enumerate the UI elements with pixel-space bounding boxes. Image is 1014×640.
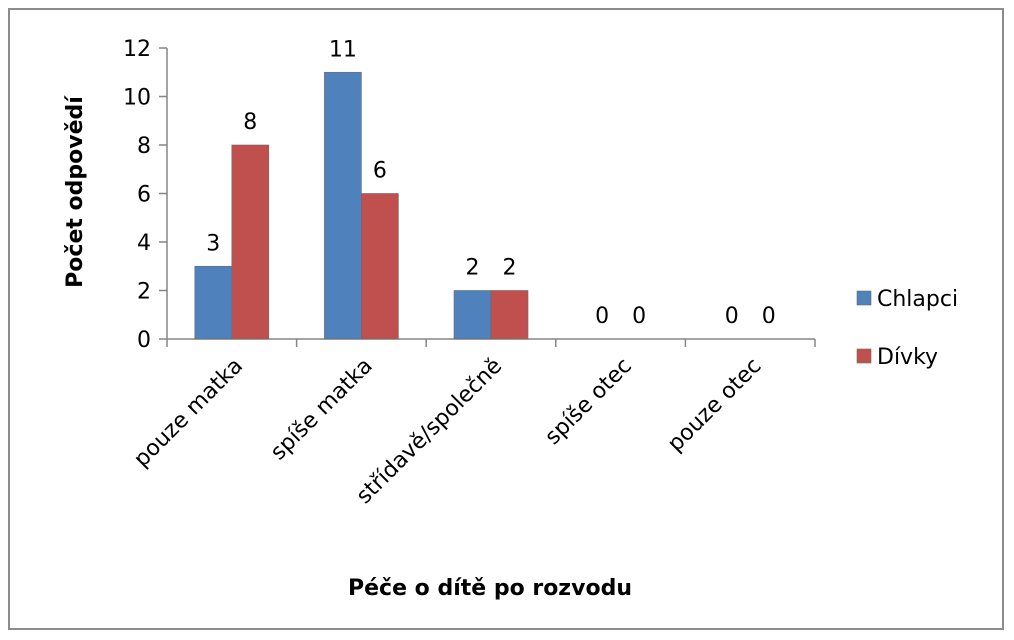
y-tick-label: 4	[137, 231, 151, 256]
y-tick-label: 2	[137, 280, 151, 305]
bar-chlapci-0	[194, 265, 233, 340]
data-label-dívky-4: 0	[762, 304, 776, 329]
legend-label-chlapci: Chlapci	[877, 287, 958, 312]
bar-chlapci-2	[453, 290, 492, 340]
bar-dívky-1	[361, 193, 399, 340]
data-label-chlapci-3: 0	[595, 304, 609, 329]
y-axis-title: Počet odpovědí	[63, 95, 88, 288]
legend: Chlapci Dívky	[856, 287, 958, 370]
bars	[194, 71, 529, 340]
category-label-0: pouze matka	[129, 354, 248, 473]
data-label-chlapci-4: 0	[725, 304, 739, 329]
bar-dívky-0	[231, 144, 270, 340]
y-tick-label: 12	[123, 37, 151, 62]
bar-chlapci-1	[324, 71, 362, 340]
data-label-dívky-2: 2	[503, 256, 517, 281]
legend-swatch-dívky	[856, 348, 872, 364]
x-axis-title: Péče o dítě po rozvodu	[348, 576, 632, 601]
data-label-chlapci-1: 11	[329, 37, 357, 62]
data-label-chlapci-2: 2	[466, 256, 480, 281]
y-tick-label: 0	[137, 328, 151, 353]
legend-label-dívky: Dívky	[877, 345, 938, 370]
y-tick-label: 6	[137, 183, 151, 208]
data-label-chlapci-0: 3	[206, 231, 220, 256]
data-label-dívky-0: 8	[243, 110, 257, 135]
category-label-2: střídavě/společně	[352, 354, 507, 509]
category-label-4: pouze otec	[663, 354, 766, 457]
y-tick-label: 10	[123, 86, 151, 111]
data-label-dívky-1: 6	[373, 159, 387, 184]
category-label-1: spíše matka	[266, 354, 378, 466]
bar-dívky-2	[490, 290, 529, 340]
legend-swatch-chlapci	[856, 290, 872, 306]
category-label-3: spíše otec	[540, 354, 636, 450]
data-label-dívky-3: 0	[632, 304, 646, 329]
y-tick-label: 8	[137, 134, 151, 159]
